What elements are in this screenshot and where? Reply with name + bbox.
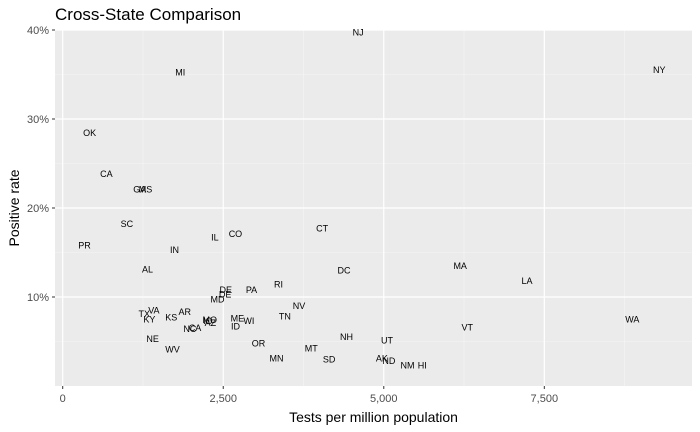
point-label-mt: MT xyxy=(305,344,318,354)
point-label-va: VA xyxy=(148,305,159,315)
point-label-ct: CT xyxy=(316,223,328,233)
point-label-wa: WA xyxy=(625,314,639,324)
point-label-nd: ND xyxy=(382,356,395,366)
point-label-co: CO xyxy=(229,229,243,239)
point-label-id: ID xyxy=(231,321,241,331)
point-label-pa: PA xyxy=(246,285,257,295)
point-label-de: DE xyxy=(219,289,232,299)
x-tick-label: 7,500 xyxy=(531,393,559,405)
point-label-az: AZ xyxy=(205,318,217,328)
point-label-mn: MN xyxy=(270,353,284,363)
point-label-ut: UT xyxy=(381,336,393,346)
point-label-io: IO xyxy=(203,316,213,326)
point-label-ga: GA xyxy=(133,184,146,194)
point-label-tn: TN xyxy=(279,312,291,322)
point-label-ca: CA xyxy=(189,323,202,333)
point-label-or: OR xyxy=(252,338,266,348)
point-label-ma: MA xyxy=(453,261,467,271)
major-gridlines xyxy=(55,29,692,386)
point-label-il: IL xyxy=(211,232,219,242)
point-label-nj: NJ xyxy=(353,28,364,38)
x-axis-title: Tests per million population xyxy=(289,409,458,425)
point-label-ak: AK xyxy=(376,353,388,363)
point-label-vt: VT xyxy=(461,322,473,332)
point-label-md: MD xyxy=(210,295,224,305)
point-label-tx: TX xyxy=(138,309,150,319)
y-axis-ticks: 10% 20% 30% 40% xyxy=(27,25,55,304)
point-label-mi: MI xyxy=(175,68,185,78)
point-label-ks: KS xyxy=(165,312,177,322)
point-label-ne: NE xyxy=(146,334,159,344)
chart-title: Cross-State Comparison xyxy=(55,5,242,24)
point-label-ny: NY xyxy=(653,65,666,75)
y-tick-label: 40% xyxy=(27,25,49,37)
point-label-ri: RI xyxy=(274,280,283,290)
point-label-dc: DC xyxy=(337,265,350,275)
x-tick-label: 0 xyxy=(60,393,66,405)
point-label-de: DE xyxy=(220,285,233,295)
point-label-nc: NC xyxy=(183,324,196,334)
point-label-la: LA xyxy=(521,276,532,286)
point-label-sd: SD xyxy=(323,354,336,364)
point-label-al: AL xyxy=(142,264,153,274)
x-tick-label: 2,500 xyxy=(209,393,237,405)
point-label-nv: NV xyxy=(293,301,306,311)
point-label-wv: WV xyxy=(165,345,180,355)
point-label-sc: SC xyxy=(121,219,134,229)
point-label-ok: OK xyxy=(83,128,96,138)
point-label-ms: MS xyxy=(139,184,153,194)
point-label-in: IN xyxy=(170,245,179,255)
point-label-wi: WI xyxy=(243,316,254,326)
point-label-ky: KY xyxy=(143,314,155,324)
y-tick-label: 20% xyxy=(27,203,49,215)
y-axis-title: Positive rate xyxy=(6,169,22,246)
point-label-ca: CA xyxy=(100,169,113,179)
point-label-pr: PR xyxy=(78,240,91,250)
point-label-hi: HI xyxy=(418,361,427,371)
point-label-ar: AR xyxy=(178,307,191,317)
point-label-mo: MO xyxy=(203,315,218,325)
x-axis-ticks: 0 2,500 5,000 7,500 xyxy=(60,386,558,405)
y-tick-label: 30% xyxy=(27,114,49,126)
y-tick-label: 10% xyxy=(27,292,49,304)
point-label-nh: NH xyxy=(340,332,353,342)
point-label-nm: NM xyxy=(401,361,415,371)
point-label-me: ME xyxy=(231,313,245,323)
x-tick-label: 5,000 xyxy=(370,393,398,405)
